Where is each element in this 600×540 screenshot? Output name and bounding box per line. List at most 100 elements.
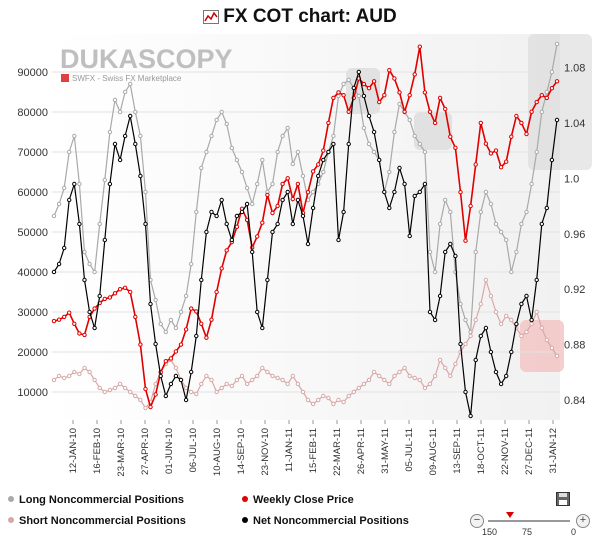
data-point	[427, 381, 433, 387]
data-point	[326, 395, 331, 401]
data-point	[239, 373, 245, 379]
data-point	[265, 369, 270, 375]
data-point	[117, 381, 123, 387]
data-point	[377, 373, 382, 379]
data-point	[554, 79, 560, 84]
data-point	[453, 253, 458, 259]
data-point	[366, 113, 372, 119]
data-point	[366, 377, 372, 383]
zoom-in-button[interactable]: +	[576, 514, 590, 528]
series-line	[53, 277, 558, 410]
data-point	[351, 85, 356, 91]
data-point	[473, 162, 478, 167]
data-point	[539, 221, 544, 227]
data-point	[77, 371, 82, 377]
data-point	[122, 385, 128, 391]
zoom-track[interactable]	[488, 520, 570, 522]
data-point	[504, 237, 509, 243]
data-point	[112, 97, 118, 103]
data-point	[255, 234, 260, 239]
data-point	[549, 86, 555, 91]
data-point	[61, 245, 67, 251]
y-left-tick-label: 80000	[17, 107, 48, 119]
data-point	[443, 197, 448, 203]
legend-net-label: Net Noncommercial Positions	[253, 515, 409, 527]
data-point	[321, 148, 326, 153]
x-tick-label: 05-JUL-11	[404, 428, 415, 472]
data-point	[143, 221, 148, 227]
data-point	[356, 385, 361, 391]
data-point	[402, 365, 407, 371]
data-point	[453, 361, 458, 367]
data-point	[275, 375, 280, 381]
data-point	[463, 238, 468, 243]
data-point	[514, 113, 519, 119]
data-point	[539, 93, 544, 98]
zoom-label-left: 150	[482, 527, 498, 537]
data-point	[72, 181, 77, 187]
data-point	[290, 196, 295, 202]
data-point	[356, 69, 361, 75]
data-point	[117, 287, 123, 292]
data-point	[122, 89, 128, 95]
zoom-slider[interactable]: − + 150 75 0	[468, 506, 594, 540]
data-point	[61, 375, 67, 381]
y-left-tick-label: 90000	[17, 67, 48, 79]
data-point	[61, 314, 67, 320]
data-point	[427, 109, 433, 115]
data-point	[51, 213, 57, 219]
y-left-tick-label: 20000	[17, 347, 48, 359]
data-point	[173, 365, 179, 371]
data-point	[204, 335, 209, 340]
data-point	[387, 169, 392, 175]
data-point	[290, 373, 295, 379]
data-point	[371, 369, 377, 375]
data-point	[432, 120, 438, 126]
data-point	[138, 173, 143, 179]
data-point	[189, 369, 194, 375]
data-point	[270, 210, 275, 216]
x-tick-label: 11-JAN-11	[284, 428, 295, 472]
data-point	[544, 89, 549, 95]
x-tick-label: 23-MAR-10	[116, 428, 127, 477]
data-point	[51, 318, 57, 324]
data-point	[97, 293, 102, 299]
data-point	[143, 189, 148, 195]
zoom-handle[interactable]	[506, 512, 514, 518]
data-point	[102, 296, 108, 302]
data-point	[285, 125, 290, 131]
data-point	[183, 327, 189, 332]
data-point	[295, 149, 301, 155]
data-point	[244, 185, 250, 191]
data-point	[133, 393, 138, 399]
data-point	[209, 209, 214, 215]
data-point	[432, 317, 438, 323]
data-point	[453, 145, 458, 151]
data-point	[478, 333, 483, 339]
data-point	[468, 333, 473, 339]
data-point	[209, 377, 214, 383]
data-point	[534, 99, 539, 105]
data-point	[473, 317, 478, 323]
data-point	[224, 221, 229, 227]
data-point	[77, 181, 82, 187]
data-point	[468, 203, 473, 209]
data-point	[300, 173, 306, 179]
data-point	[224, 248, 229, 253]
data-point	[331, 95, 336, 101]
data-point	[82, 365, 87, 371]
y-right-tick-label: 1.0	[564, 173, 579, 185]
zoom-out-button[interactable]: −	[470, 514, 484, 528]
data-point	[427, 249, 433, 255]
data-point	[133, 141, 138, 147]
data-point	[539, 325, 544, 331]
data-point	[270, 181, 275, 187]
data-point	[122, 285, 128, 291]
series-3	[51, 69, 560, 419]
data-point	[463, 317, 468, 323]
data-point	[219, 385, 224, 391]
save-icon[interactable]	[556, 492, 570, 506]
data-point	[153, 392, 158, 397]
legend-long-label: Long Noncommercial Positions	[19, 494, 185, 506]
data-point	[72, 321, 77, 326]
